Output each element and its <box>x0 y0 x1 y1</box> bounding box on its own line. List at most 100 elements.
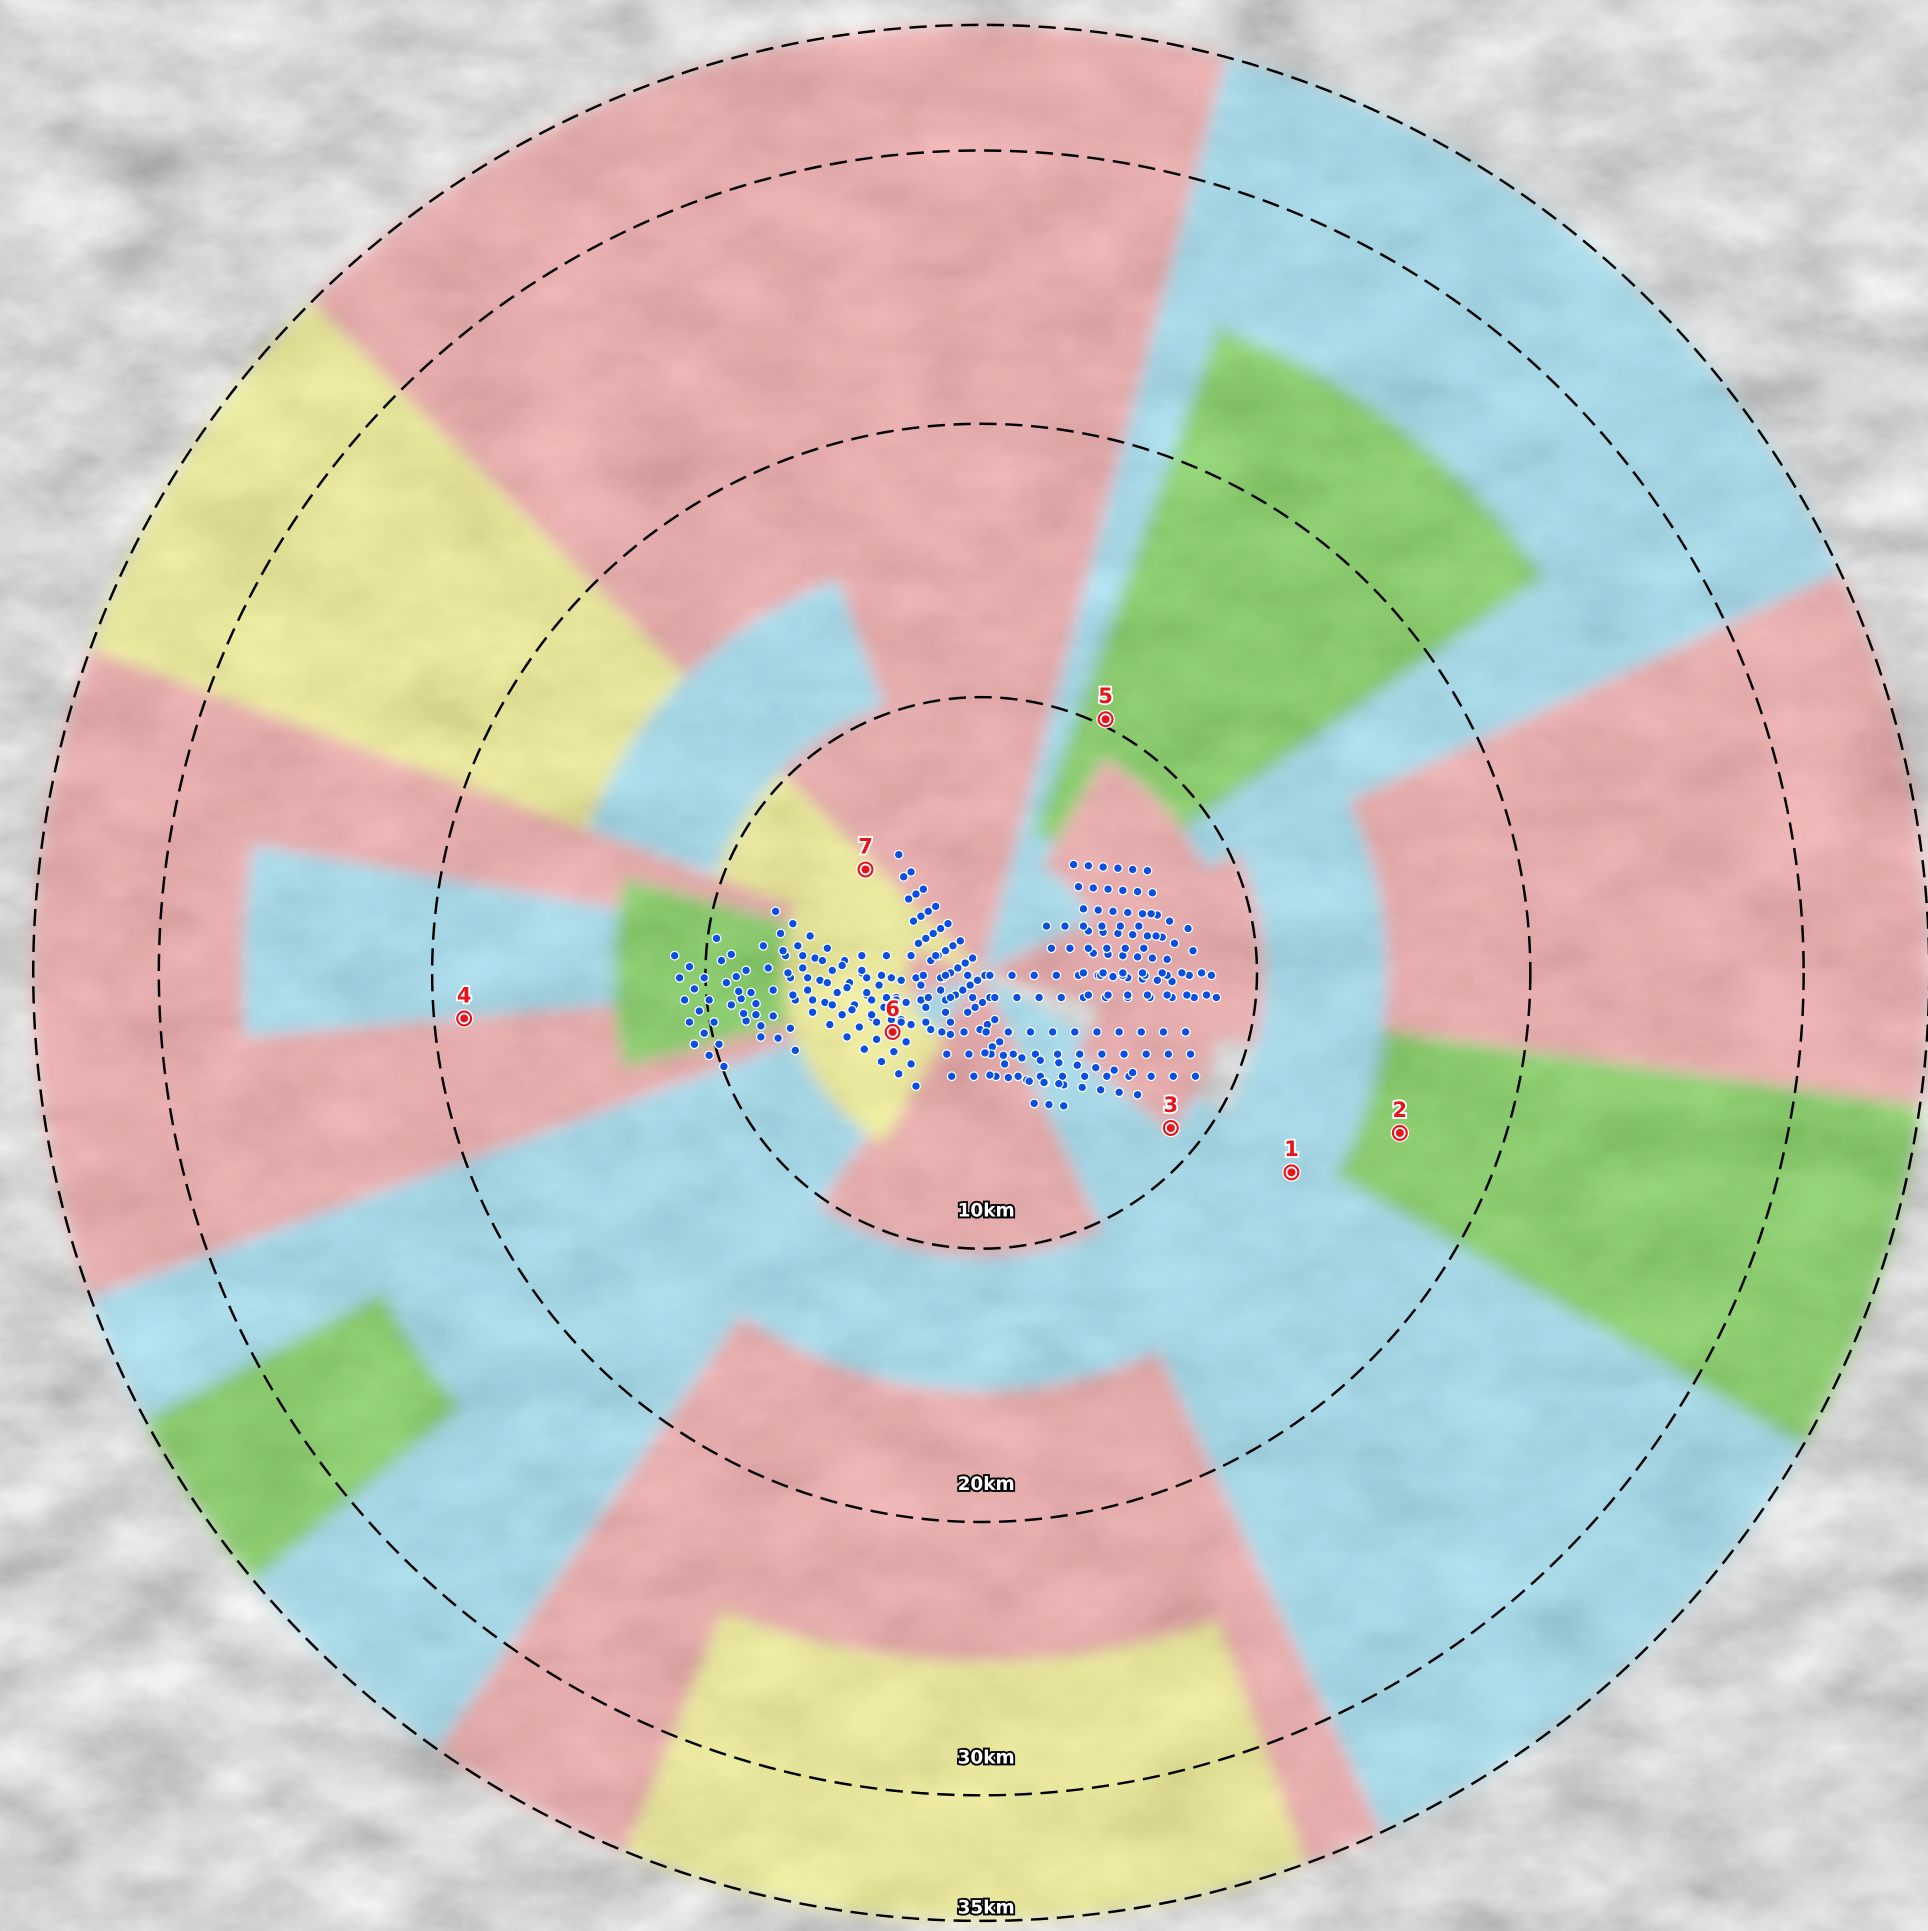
turbine <box>1119 1049 1129 1060</box>
turbine <box>946 1071 957 1082</box>
turbine <box>770 906 781 917</box>
turbine <box>913 938 924 949</box>
turbine <box>1003 1072 1014 1083</box>
turbine <box>945 992 956 1003</box>
turbine <box>1136 1027 1147 1037</box>
turbine <box>832 987 843 998</box>
turbine <box>906 1059 916 1069</box>
turbine <box>1162 990 1173 1000</box>
turbine <box>980 1047 990 1058</box>
zone <box>310 24 1227 973</box>
turbine <box>1007 970 1017 981</box>
viewpoints: 1 2 3 4 5 6 7 <box>454 682 1410 1182</box>
turbine <box>1068 859 1079 870</box>
viewpoint-label: 5 <box>1098 684 1113 708</box>
turbine <box>901 997 912 1008</box>
viewpoint-label: 6 <box>885 997 900 1021</box>
turbine <box>1181 990 1192 1000</box>
turbine <box>842 1031 852 1042</box>
turbine <box>1127 929 1138 940</box>
turbine <box>1053 1078 1064 1089</box>
turbine <box>918 884 929 895</box>
turbine <box>1169 938 1180 949</box>
turbine <box>1122 907 1133 918</box>
turbine <box>891 995 902 1005</box>
ring-label: 30km <box>958 1747 1015 1768</box>
distance-ring <box>157 149 1805 1797</box>
turbine <box>955 935 966 946</box>
viewpoint-marker-ring <box>859 863 872 876</box>
turbine <box>1041 921 1052 932</box>
zone <box>90 972 982 1750</box>
turbine <box>1109 1065 1120 1076</box>
viewpoint-label: 7 <box>858 834 873 858</box>
turbine <box>842 982 852 993</box>
zone <box>981 972 1803 1833</box>
turbine <box>684 961 695 972</box>
turbine <box>935 985 946 996</box>
turbine <box>911 1081 921 1092</box>
zone <box>242 844 618 1038</box>
turbine <box>1096 921 1107 932</box>
distance-rings: 10km 20km 30km 35km <box>32 23 1928 1922</box>
turbine <box>807 995 818 1005</box>
turbine <box>1016 1052 1027 1063</box>
turbine <box>1176 967 1187 978</box>
turbine <box>751 998 761 1009</box>
turbine <box>941 1049 952 1060</box>
turbine <box>1152 975 1163 986</box>
turbine <box>1052 1049 1063 1060</box>
turbine <box>1046 943 1057 954</box>
turbine <box>866 995 877 1005</box>
turbine <box>945 1017 956 1028</box>
turbine <box>1064 943 1075 954</box>
turbine <box>903 894 914 904</box>
turbine <box>1115 921 1126 932</box>
turbine <box>1164 916 1175 927</box>
turbine <box>1103 990 1113 1000</box>
viewpoint-marker-ring <box>886 1026 899 1038</box>
turbine <box>1162 954 1173 965</box>
turbine <box>1146 1071 1157 1082</box>
turbine <box>984 970 995 981</box>
turbine <box>859 1044 870 1055</box>
turbine <box>871 1034 882 1045</box>
turbine <box>778 945 788 956</box>
turbine <box>802 985 813 996</box>
turbine <box>1114 1027 1125 1037</box>
turbine <box>773 1033 784 1044</box>
turbine <box>684 1017 695 1028</box>
turbine <box>930 901 941 912</box>
turbine <box>888 1046 899 1057</box>
turbine <box>947 940 958 951</box>
turbine <box>1142 990 1153 1000</box>
turbine <box>755 1031 766 1042</box>
turbine <box>837 1009 848 1020</box>
viewpoint-marker-ring <box>1393 1127 1406 1139</box>
turbine <box>940 945 951 956</box>
turbine <box>1025 1027 1036 1037</box>
turbine <box>726 949 737 960</box>
turbine <box>1074 1049 1085 1060</box>
turbine <box>1008 1049 1019 1060</box>
turbine <box>787 918 798 929</box>
turbine <box>1142 931 1153 941</box>
turbine <box>785 1023 796 1034</box>
turbine <box>758 940 769 951</box>
turbine <box>1056 992 1067 1003</box>
viewpoint-marker <box>454 1009 474 1028</box>
turbine <box>1077 1082 1088 1093</box>
turbine <box>1185 1049 1196 1060</box>
turbine <box>709 1017 719 1028</box>
turbine <box>1137 908 1148 919</box>
turbine <box>704 995 715 1005</box>
turbine <box>827 999 838 1010</box>
turbine <box>936 1027 947 1037</box>
turbine <box>1158 1027 1169 1037</box>
viewpoint-marker <box>1282 1163 1301 1182</box>
zone <box>626 1612 1306 1921</box>
turbine <box>981 1027 992 1037</box>
turbine <box>1078 967 1089 978</box>
